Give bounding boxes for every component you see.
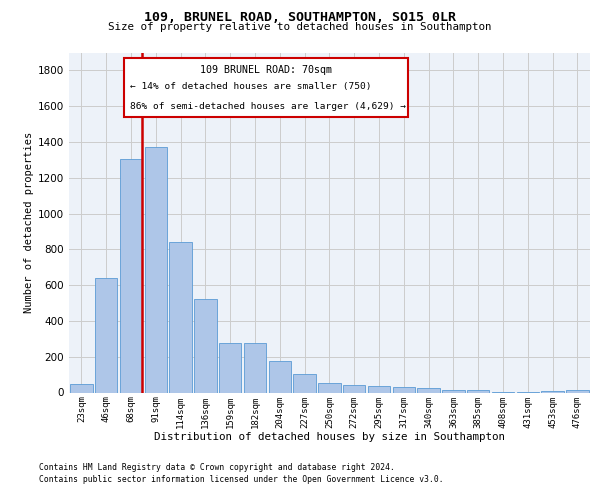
Text: Size of property relative to detached houses in Southampton: Size of property relative to detached ho… xyxy=(108,22,492,32)
Text: 86% of semi-detached houses are larger (4,629) →: 86% of semi-detached houses are larger (… xyxy=(130,102,406,112)
Text: 109 BRUNEL ROAD: 70sqm: 109 BRUNEL ROAD: 70sqm xyxy=(200,65,332,75)
Bar xyxy=(70,384,92,392)
Bar xyxy=(541,390,564,392)
Bar xyxy=(566,390,589,392)
Bar xyxy=(467,390,490,392)
Bar xyxy=(244,344,266,392)
Text: ← 14% of detached houses are smaller (750): ← 14% of detached houses are smaller (75… xyxy=(130,82,371,90)
Bar xyxy=(368,386,390,392)
Bar xyxy=(418,388,440,392)
Bar xyxy=(95,278,118,392)
Bar xyxy=(219,344,241,392)
Text: Contains public sector information licensed under the Open Government Licence v3: Contains public sector information licen… xyxy=(39,475,443,484)
Bar xyxy=(194,300,217,392)
FancyBboxPatch shape xyxy=(124,58,407,117)
Y-axis label: Number of detached properties: Number of detached properties xyxy=(24,132,34,313)
Bar xyxy=(269,361,291,392)
Text: Distribution of detached houses by size in Southampton: Distribution of detached houses by size … xyxy=(154,432,505,442)
Bar xyxy=(343,386,365,392)
Bar xyxy=(120,159,142,392)
Bar xyxy=(442,390,464,392)
Bar xyxy=(293,374,316,392)
Bar xyxy=(169,242,192,392)
Text: 109, BRUNEL ROAD, SOUTHAMPTON, SO15 0LR: 109, BRUNEL ROAD, SOUTHAMPTON, SO15 0LR xyxy=(144,11,456,24)
Bar xyxy=(145,148,167,392)
Text: Contains HM Land Registry data © Crown copyright and database right 2024.: Contains HM Land Registry data © Crown c… xyxy=(39,464,395,472)
Bar xyxy=(318,382,341,392)
Bar xyxy=(392,387,415,392)
